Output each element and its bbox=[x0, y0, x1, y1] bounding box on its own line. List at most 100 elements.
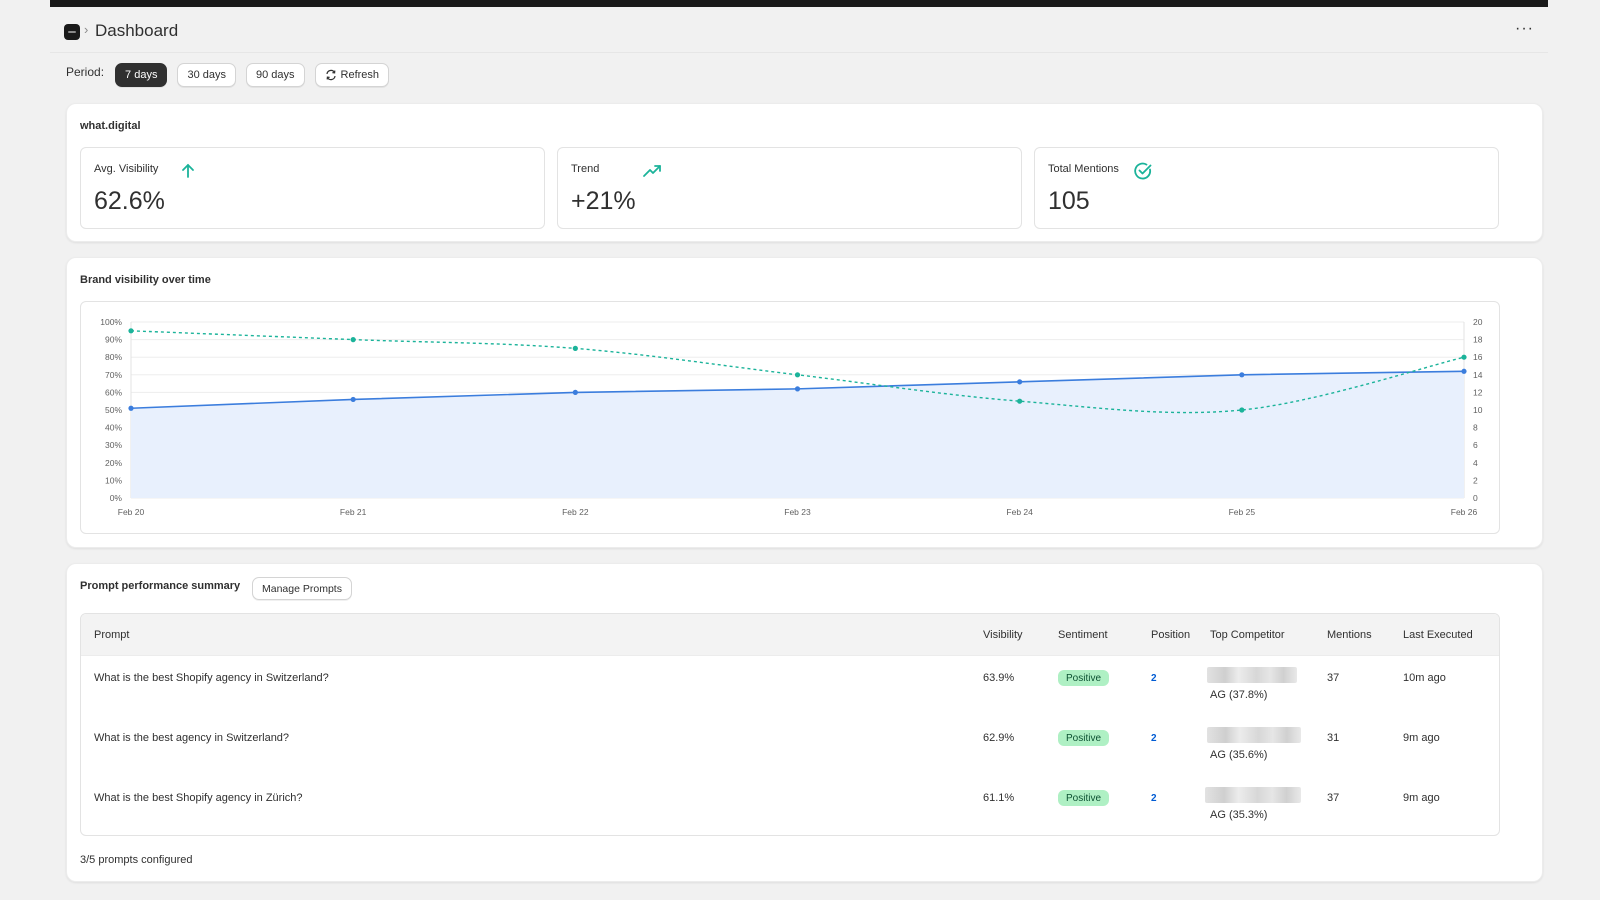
position-link[interactable]: 2 bbox=[1151, 733, 1157, 744]
y-right-tick-label: 6 bbox=[1473, 440, 1478, 450]
y-left-tick-label: 40% bbox=[105, 423, 122, 433]
last-executed-value: 9m ago bbox=[1403, 792, 1440, 804]
column-header-prompt[interactable]: Prompt bbox=[94, 629, 130, 641]
x-tick-label: Feb 22 bbox=[562, 507, 589, 517]
metric-label: Avg. Visibility bbox=[94, 163, 159, 175]
mentions-point bbox=[794, 372, 801, 378]
prompts-table: Prompt Visibility Sentiment Position Top… bbox=[80, 613, 1500, 836]
visibility-point bbox=[794, 386, 801, 392]
refresh-label: Refresh bbox=[340, 69, 380, 81]
refresh-icon bbox=[325, 69, 336, 81]
table-row[interactable]: What is the best Shopify agency in Switz… bbox=[81, 656, 1499, 715]
metric-label: Total Mentions bbox=[1048, 163, 1119, 175]
y-right-tick-label: 0 bbox=[1473, 493, 1478, 503]
visibility-point bbox=[1239, 372, 1245, 378]
y-right-tick-label: 18 bbox=[1473, 335, 1483, 345]
x-tick-label: Feb 24 bbox=[1006, 507, 1033, 517]
app-logo-icon[interactable] bbox=[64, 24, 80, 40]
y-right-tick-label: 16 bbox=[1473, 352, 1483, 362]
y-left-tick-label: 60% bbox=[105, 387, 122, 397]
mentions-value: 37 bbox=[1327, 672, 1340, 684]
y-right-tick-label: 4 bbox=[1473, 458, 1478, 468]
visibility-area bbox=[131, 371, 1464, 498]
mentions-point bbox=[128, 328, 134, 334]
position-link[interactable]: 2 bbox=[1151, 793, 1157, 804]
y-left-tick-label: 30% bbox=[105, 440, 122, 450]
metric-total-mentions: Total Mentions 105 bbox=[1034, 147, 1499, 229]
visibility-value: 61.1% bbox=[983, 792, 1015, 804]
metric-value: 105 bbox=[1048, 187, 1090, 215]
visibility-point bbox=[350, 396, 356, 403]
column-header-last-executed[interactable]: Last Executed bbox=[1403, 629, 1473, 641]
last-executed-value: 9m ago bbox=[1403, 732, 1440, 744]
competitor-logo-redacted bbox=[1207, 727, 1301, 743]
chart-container: 0% 10% 20% 30% 40% 50% 60% 70% 80% 90% 100% 0 2 4 6 8 10… bbox=[80, 301, 1500, 534]
x-tick-label: Feb 26 bbox=[1451, 507, 1478, 517]
metric-value: +21% bbox=[571, 187, 636, 215]
mentions-point bbox=[1239, 407, 1245, 413]
metric-value: 62.6% bbox=[94, 187, 165, 215]
y-left-tick-label: 80% bbox=[105, 352, 122, 362]
y-right-tick-label: 20 bbox=[1473, 317, 1483, 327]
y-right-tick-label: 2 bbox=[1473, 475, 1478, 485]
period-30-days-button[interactable]: 30 days bbox=[177, 63, 236, 87]
table-row[interactable]: What is the best Shopify agency in Züric… bbox=[81, 776, 1499, 835]
competitor-name: AG (37.8%) bbox=[1210, 689, 1268, 701]
competitor-logo-redacted bbox=[1207, 667, 1297, 683]
mentions-point bbox=[350, 337, 356, 343]
refresh-button[interactable]: Refresh bbox=[314, 63, 390, 87]
x-tick-label: Feb 23 bbox=[784, 507, 811, 517]
page-header: › Dashboard ··· bbox=[50, 7, 1548, 53]
brand-summary-card: what.digital Avg. Visibility 62.6% Trend… bbox=[66, 103, 1543, 242]
y-left-tick-label: 20% bbox=[105, 458, 122, 468]
period-90-days-button[interactable]: 90 days bbox=[245, 63, 305, 87]
competitor-name: AG (35.6%) bbox=[1210, 749, 1268, 761]
column-header-visibility[interactable]: Visibility bbox=[983, 629, 1023, 641]
y-left-tick-label: 50% bbox=[105, 405, 122, 415]
position-link[interactable]: 2 bbox=[1151, 673, 1157, 684]
prompt-performance-card: Prompt performance summary Manage Prompt… bbox=[66, 563, 1543, 882]
visibility-value: 62.9% bbox=[983, 732, 1015, 744]
table-row[interactable]: What is the best agency in Switzerland? … bbox=[81, 716, 1499, 775]
manage-prompts-button[interactable]: Manage Prompts bbox=[252, 577, 352, 600]
trending-up-icon bbox=[643, 165, 661, 177]
y-left-tick-label: 90% bbox=[105, 335, 122, 345]
visibility-point bbox=[128, 405, 134, 411]
y-right-tick-label: 8 bbox=[1473, 423, 1478, 433]
top-bar bbox=[50, 0, 1548, 7]
prompts-title: Prompt performance summary bbox=[80, 580, 241, 592]
period-label: Period: bbox=[66, 65, 105, 79]
metric-trend: Trend +21% bbox=[557, 147, 1022, 229]
metric-label: Trend bbox=[571, 163, 600, 175]
brand-name: what.digital bbox=[80, 120, 141, 132]
column-header-top-competitor[interactable]: Top Competitor bbox=[1210, 629, 1285, 641]
app-frame: › Dashboard ··· Period: 7 days 30 days 9… bbox=[50, 7, 1548, 900]
x-tick-label: Feb 20 bbox=[118, 507, 145, 517]
y-left-tick-label: 0% bbox=[110, 493, 123, 503]
competitor-name: AG (35.3%) bbox=[1210, 809, 1268, 821]
y-right-tick-label: 10 bbox=[1473, 405, 1483, 415]
mentions-point bbox=[572, 345, 578, 351]
y-left-tick-label: 70% bbox=[105, 370, 122, 380]
chart-title: Brand visibility over time bbox=[80, 274, 211, 286]
more-actions-icon[interactable]: ··· bbox=[1515, 20, 1534, 37]
mentions-value: 31 bbox=[1327, 732, 1340, 744]
page-title: Dashboard bbox=[95, 21, 179, 40]
visibility-line-chart: 0% 10% 20% 30% 40% 50% 60% 70% 80% 90% 100% 0 2 4 6 8 10… bbox=[100, 317, 1483, 517]
prompts-configured-count: 3/5 prompts configured bbox=[80, 854, 193, 866]
arrow-up-icon bbox=[182, 163, 194, 178]
check-circle-icon bbox=[1134, 162, 1152, 180]
column-header-sentiment[interactable]: Sentiment bbox=[1058, 629, 1108, 641]
period-7-days-button[interactable]: 7 days bbox=[115, 63, 168, 87]
visibility-point bbox=[1017, 379, 1023, 385]
table-header: Prompt Visibility Sentiment Position Top… bbox=[81, 614, 1499, 656]
last-executed-value: 10m ago bbox=[1403, 672, 1446, 684]
prompt-text: What is the best agency in Switzerland? bbox=[94, 732, 290, 744]
metric-avg-visibility: Avg. Visibility 62.6% bbox=[80, 147, 545, 229]
column-header-position[interactable]: Position bbox=[1151, 629, 1191, 641]
prompt-text: What is the best Shopify agency in Züric… bbox=[94, 792, 303, 804]
visibility-point bbox=[572, 389, 578, 395]
sentiment-badge: Positive bbox=[1058, 730, 1110, 746]
column-header-mentions[interactable]: Mentions bbox=[1327, 629, 1372, 641]
x-tick-label: Feb 25 bbox=[1229, 507, 1256, 517]
